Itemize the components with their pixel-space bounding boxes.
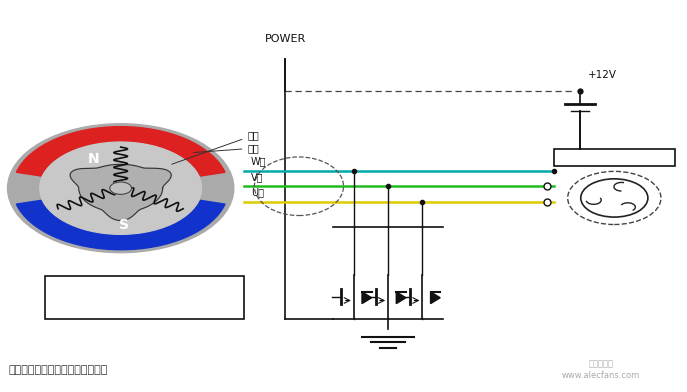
Wedge shape xyxy=(16,127,225,176)
Text: 定子: 定子 xyxy=(194,143,259,153)
Text: S: S xyxy=(119,218,129,232)
Polygon shape xyxy=(431,292,440,304)
Polygon shape xyxy=(70,164,171,221)
Circle shape xyxy=(8,124,234,252)
Circle shape xyxy=(110,182,131,194)
Polygon shape xyxy=(362,292,372,304)
Text: U相: U相 xyxy=(251,188,264,198)
Bar xyxy=(45,276,244,319)
Text: N: N xyxy=(87,152,99,166)
Text: POWER: POWER xyxy=(264,34,306,44)
Text: 图：无刷直流电机转动原理示意图: 图：无刷直流电机转动原理示意图 xyxy=(9,365,109,375)
Text: W相: W相 xyxy=(251,156,267,166)
Circle shape xyxy=(40,142,201,234)
Text: +12V: +12V xyxy=(588,70,617,80)
Text: 电子发烧友
www.alecfans.com: 电子发烧友 www.alecfans.com xyxy=(561,359,640,380)
Text: V相: V相 xyxy=(251,172,263,182)
Wedge shape xyxy=(16,200,225,250)
Bar xyxy=(554,149,675,166)
Text: 转子: 转子 xyxy=(172,130,259,164)
Polygon shape xyxy=(396,292,406,304)
